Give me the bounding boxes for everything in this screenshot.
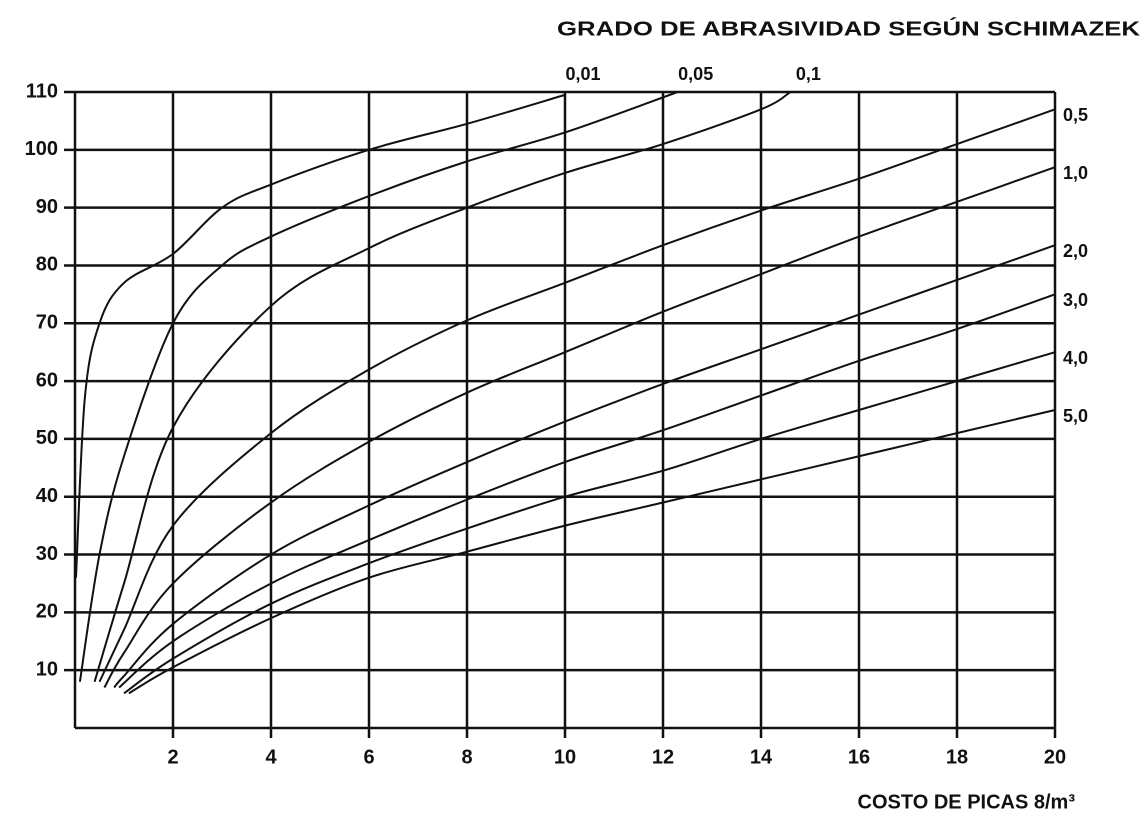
- x-tick-label: 12: [652, 746, 674, 768]
- x-axis-label: COSTO DE PICAS 8/m³: [858, 791, 1076, 813]
- y-tick-label: 10: [36, 658, 58, 680]
- y-tick-label: 110: [26, 80, 58, 102]
- line: [113, 244, 1056, 689]
- legend-label: 4,0: [1063, 348, 1088, 368]
- chart-title: GRADO DE ABRASIVIDAD SEGÚN SCHIMAZEK: [557, 16, 1141, 40]
- y-tick-label: 50: [36, 427, 58, 449]
- line: [118, 293, 1056, 689]
- y-tick-label: 90: [36, 196, 58, 218]
- line: [93, 91, 791, 683]
- legend-label: 0,5: [1063, 105, 1088, 125]
- x-tick-label: 20: [1044, 746, 1066, 768]
- line: [128, 409, 1056, 695]
- x-tick-label: 16: [848, 746, 870, 768]
- line: [123, 351, 1056, 695]
- line: [103, 166, 1056, 689]
- legend-label: 1,0: [1063, 163, 1088, 183]
- x-tick-label: 10: [554, 746, 576, 768]
- x-tick-label: 8: [461, 746, 472, 768]
- y-tick-label: 20: [36, 601, 58, 623]
- line: [98, 108, 1056, 683]
- y-tick-label: 100: [25, 138, 58, 160]
- x-tick-label: 18: [946, 746, 968, 768]
- legend-label: 0,1: [796, 64, 821, 84]
- y-tick-label: 40: [36, 485, 58, 507]
- legend-label: 0,01: [565, 64, 600, 84]
- y-tick-label: 80: [36, 254, 58, 276]
- legend-label: 5,0: [1063, 406, 1088, 426]
- legend-label: 2,0: [1063, 241, 1088, 261]
- line: [78, 91, 679, 682]
- x-tick-label: 6: [363, 746, 374, 768]
- line: [74, 93, 566, 578]
- legend-label: 3,0: [1063, 290, 1088, 310]
- y-tick-label: 60: [36, 369, 58, 391]
- legend-label: 0,05: [678, 64, 713, 84]
- x-tick-label: 14: [750, 746, 773, 768]
- x-tick-label: 2: [167, 746, 178, 768]
- y-tick-label: 70: [36, 312, 58, 334]
- x-tick-label: 4: [265, 746, 277, 768]
- y-tick-label: 30: [36, 543, 58, 565]
